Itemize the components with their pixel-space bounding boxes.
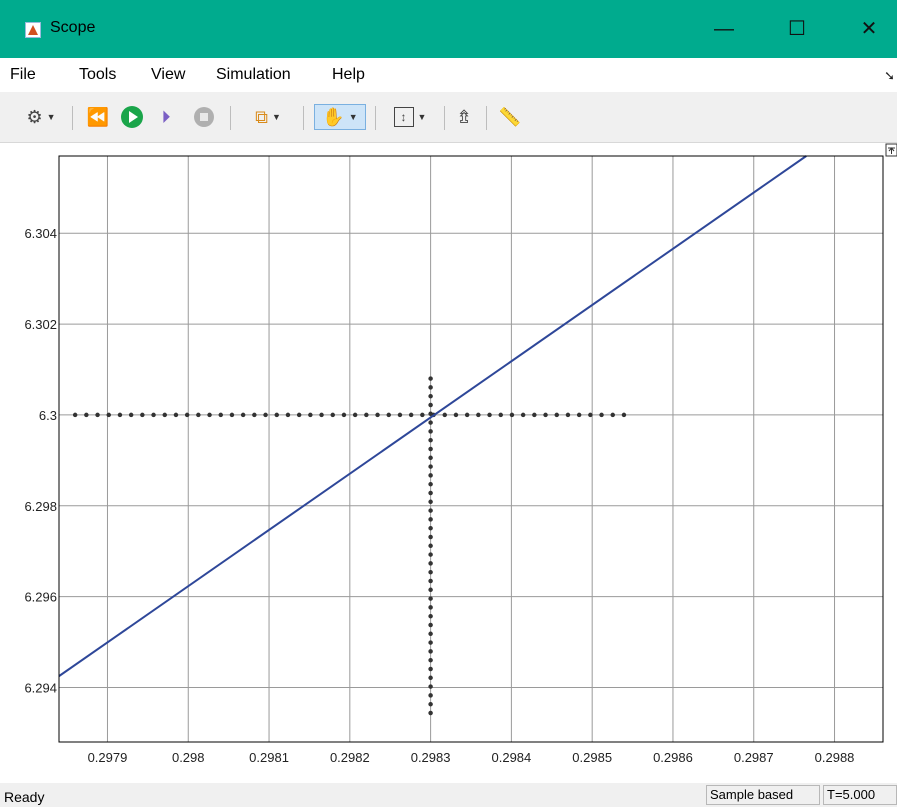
x-tick-label: 0.2979 bbox=[88, 750, 128, 765]
x-tick-label: 0.298 bbox=[172, 750, 205, 765]
chevron-down-icon: ▼ bbox=[46, 112, 56, 122]
menu-tools[interactable]: Tools bbox=[79, 66, 117, 83]
y-tick-label: 6.304 bbox=[24, 226, 57, 241]
menu-help[interactable]: Help bbox=[332, 66, 365, 83]
chevron-down-icon: ▼ bbox=[417, 112, 427, 122]
pan-icon: ✋ bbox=[322, 106, 345, 127]
gear-icon: ⚙ bbox=[26, 106, 43, 127]
signal-selector-button[interactable]: ⧉ ▼ bbox=[242, 104, 294, 130]
toolbar-separator bbox=[72, 106, 73, 130]
highlight-block-button[interactable]: ⇯ bbox=[450, 104, 478, 130]
minimize-button[interactable]: — bbox=[714, 18, 734, 40]
menu-view[interactable]: View bbox=[151, 66, 186, 83]
x-tick-label: 0.2988 bbox=[815, 750, 855, 765]
sample-mode-indicator: Sample based bbox=[706, 785, 820, 805]
y-tick-label: 6.302 bbox=[24, 317, 57, 332]
measurement-button[interactable]: 📏 bbox=[496, 104, 524, 130]
step-forward-icon: ⏵ bbox=[161, 106, 171, 127]
run-icon bbox=[121, 106, 143, 128]
plot-area[interactable]: 0.2979 0.298 0.2981 0.2982 0.2983 0.2984 0.298… bbox=[0, 143, 897, 783]
y-tick-label: 6.298 bbox=[24, 499, 57, 514]
toolbar-separator bbox=[486, 106, 487, 130]
x-tick-label: 0.2983 bbox=[411, 750, 451, 765]
y-tick-label: 6.294 bbox=[24, 680, 57, 695]
undock-arrow-icon bbox=[888, 147, 895, 154]
toolbar-separator bbox=[375, 106, 376, 130]
collapse-toolbar-icon[interactable]: ➘ bbox=[884, 68, 895, 83]
y-tick-label: 6.296 bbox=[24, 590, 57, 605]
axes-frame bbox=[58, 155, 884, 743]
simulation-time-indicator: T=5.000 bbox=[823, 785, 897, 805]
x-tick-label: 0.2985 bbox=[572, 750, 612, 765]
x-tick-label: 0.2987 bbox=[734, 750, 774, 765]
pan-button[interactable]: ✋ ▼ bbox=[314, 104, 366, 130]
configuration-button[interactable]: ⚙ ▼ bbox=[18, 104, 64, 130]
x-tick-label: 0.2984 bbox=[492, 750, 532, 765]
signal-selector-icon: ⧉ bbox=[255, 106, 268, 127]
title-bar: Scope — ☐ ✕ bbox=[0, 0, 897, 58]
menu-bar: File Tools View Simulation Help ➘ bbox=[0, 58, 897, 92]
y-tick-label: 6.3 bbox=[39, 408, 57, 423]
measurement-icon: 📏 bbox=[498, 106, 522, 127]
status-text: Ready bbox=[4, 789, 45, 805]
step-back-icon: ⏪ bbox=[86, 106, 110, 127]
x-tick-label: 0.2982 bbox=[330, 750, 370, 765]
step-back-button[interactable]: ⏪ bbox=[84, 104, 112, 130]
run-button[interactable] bbox=[118, 104, 146, 130]
chevron-down-icon: ▼ bbox=[271, 112, 281, 122]
step-forward-button[interactable]: ⏵ bbox=[152, 104, 180, 130]
x-tick-label: 0.2986 bbox=[653, 750, 693, 765]
toolbar-separator bbox=[230, 106, 231, 130]
stop-button[interactable] bbox=[190, 104, 218, 130]
toolbar-separator bbox=[444, 106, 445, 130]
close-button[interactable]: ✕ bbox=[860, 18, 878, 40]
highlight-block-icon: ⇯ bbox=[456, 106, 472, 127]
chevron-down-icon: ▼ bbox=[348, 112, 358, 122]
matlab-logo-icon bbox=[25, 22, 41, 38]
status-bar: Ready Sample based T=5.000 bbox=[0, 783, 897, 807]
maximize-button[interactable]: ☐ bbox=[788, 18, 806, 40]
stop-icon bbox=[194, 107, 214, 127]
window-title: Scope bbox=[50, 19, 96, 36]
toolbar: ⚙ ▼ ⏪ ⏵ ⧉ ▼ ✋ ▼ ↕ ▼ ⇯ 📏 bbox=[0, 92, 897, 143]
scope-chart[interactable]: 0.2979 0.298 0.2981 0.2982 0.2983 0.2984 0.298… bbox=[0, 143, 897, 783]
menu-file[interactable]: File bbox=[10, 66, 36, 83]
scale-axes-icon: ↕ bbox=[393, 107, 414, 127]
signal-line bbox=[58, 155, 807, 677]
scale-axes-button[interactable]: ↕ ▼ bbox=[384, 104, 436, 130]
toolbar-separator bbox=[303, 106, 304, 130]
menu-simulation[interactable]: Simulation bbox=[216, 66, 291, 83]
x-tick-label: 0.2981 bbox=[249, 750, 289, 765]
